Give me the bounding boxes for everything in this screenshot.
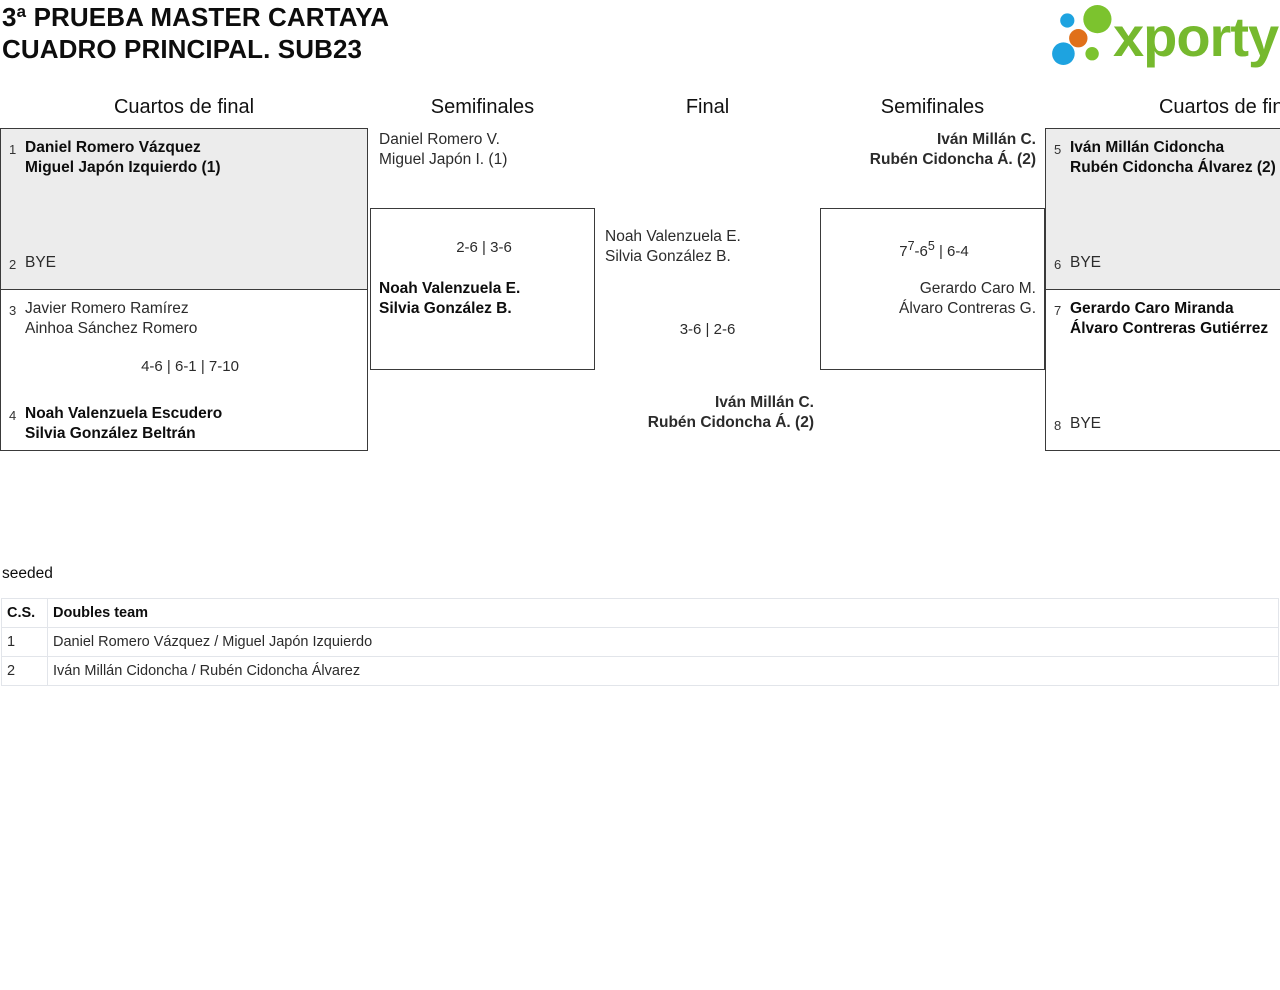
svg-text:xporty: xporty: [1113, 5, 1279, 68]
